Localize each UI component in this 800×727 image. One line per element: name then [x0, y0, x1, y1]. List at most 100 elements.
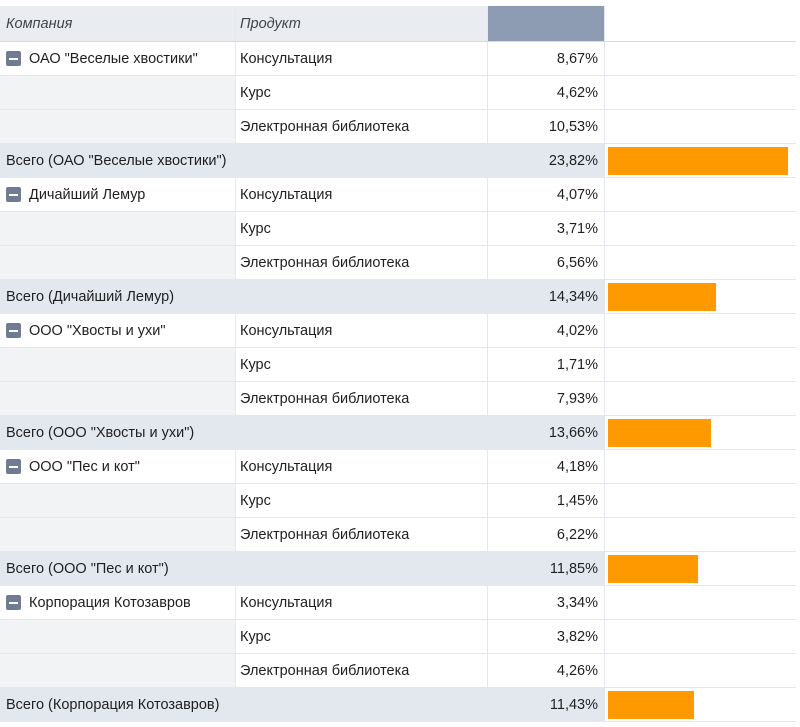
product-label: Электронная библиотека: [240, 254, 410, 271]
total-row: Всего (ООО "Хвосты и ухи") 13,66%: [0, 416, 796, 450]
grid-body: ОАО "Веселые хвостики" Консультация 8,67% К…: [0, 42, 796, 722]
cell-chart: [605, 178, 796, 211]
cell-product: Электронная библиотека: [236, 654, 488, 687]
value-label: 1,45%: [556, 492, 598, 509]
cell-total-value: 13,66%: [488, 416, 605, 449]
cell-total-label: Всего (Дичайший Лемур): [0, 280, 236, 313]
cell-total-empty: [236, 144, 488, 177]
table-row: Электронная библиотека 6,22%: [0, 518, 796, 552]
column-header-company-label: Компания: [6, 15, 73, 32]
cell-total-label: Всего (ООО "Пес и кот"): [0, 552, 236, 585]
cell-total-empty: [236, 552, 488, 585]
cell-total-label: Всего (Корпорация Котозавров): [0, 688, 236, 721]
company-label: Дичайший Лемур: [29, 186, 146, 203]
cell-value: 1,71%: [488, 348, 605, 381]
product-label: Электронная библиотека: [240, 526, 410, 543]
cell-value: 4,02%: [488, 314, 605, 347]
cell-company: [0, 348, 236, 381]
product-label: Курс: [240, 492, 271, 509]
column-header-value[interactable]: [488, 6, 605, 41]
collapse-icon[interactable]: [6, 51, 21, 66]
value-label: 4,07%: [556, 186, 598, 203]
cell-total-value: 11,43%: [488, 688, 605, 721]
collapse-icon[interactable]: [6, 459, 21, 474]
cell-chart: [605, 484, 796, 517]
cell-chart: [605, 212, 796, 245]
cell-product: Консультация: [236, 586, 488, 619]
cell-product: Курс: [236, 620, 488, 653]
total-label: Всего (ООО "Пес и кот"): [6, 560, 169, 577]
company-label: Корпорация Котозавров: [29, 594, 191, 611]
total-label: Всего (ОАО "Веселые хвостики"): [6, 152, 227, 169]
value-label: 8,67%: [556, 50, 598, 67]
cell-total-empty: [236, 416, 488, 449]
total-value: 23,82%: [548, 152, 598, 169]
value-label: 4,62%: [556, 84, 598, 101]
value-label: 3,82%: [556, 628, 598, 645]
cell-company: [0, 110, 236, 143]
table-row: Корпорация Котозавров Консультация 3,34%: [0, 586, 796, 620]
cell-value: 4,62%: [488, 76, 605, 109]
total-row: Всего (Корпорация Котозавров) 11,43%: [0, 688, 796, 722]
value-label: 6,22%: [556, 526, 598, 543]
cell-value: 6,56%: [488, 246, 605, 279]
cell-total-empty: [236, 280, 488, 313]
cell-company: Дичайший Лемур: [0, 178, 236, 211]
table-row: Электронная библиотека 4,26%: [0, 654, 796, 688]
value-label: 3,71%: [556, 220, 598, 237]
cell-company: Корпорация Котозавров: [0, 586, 236, 619]
value-label: 4,26%: [556, 662, 598, 679]
table-row: ООО "Хвосты и ухи" Консультация 4,02%: [0, 314, 796, 348]
company-label: ООО "Пес и кот": [29, 458, 140, 475]
cell-total-chart: [605, 416, 796, 449]
cell-product: Электронная библиотека: [236, 110, 488, 143]
cell-company: ООО "Хвосты и ухи": [0, 314, 236, 347]
header-row: Компания Продукт: [0, 6, 796, 42]
total-bar: [608, 282, 716, 311]
table-row: Курс 4,62%: [0, 76, 796, 110]
cell-company: [0, 518, 236, 551]
value-label: 3,34%: [556, 594, 598, 611]
total-value: 11,43%: [549, 696, 598, 713]
collapse-icon[interactable]: [6, 323, 21, 338]
cell-total-chart: [605, 552, 796, 585]
cell-chart: [605, 110, 796, 143]
total-label: Всего (Дичайший Лемур): [6, 288, 175, 305]
column-header-company[interactable]: Компания: [0, 6, 236, 41]
cell-value: 1,45%: [488, 484, 605, 517]
cell-product: Электронная библиотека: [236, 246, 488, 279]
product-label: Электронная библиотека: [240, 390, 410, 407]
cell-chart: [605, 586, 796, 619]
cell-value: 6,22%: [488, 518, 605, 551]
total-bar: [608, 690, 694, 719]
cell-chart: [605, 42, 796, 75]
cell-total-empty: [236, 688, 488, 721]
total-row: Всего (ОАО "Веселые хвостики") 23,82%: [0, 144, 796, 178]
total-value: 13,66%: [548, 424, 598, 441]
cell-chart: [605, 348, 796, 381]
total-row: Всего (ООО "Пес и кот") 11,85%: [0, 552, 796, 586]
collapse-icon[interactable]: [6, 187, 21, 202]
product-label: Консультация: [240, 186, 333, 203]
product-label: Курс: [240, 356, 271, 373]
value-label: 4,02%: [556, 322, 598, 339]
cell-value: 4,07%: [488, 178, 605, 211]
table-row: ООО "Пес и кот" Консультация 4,18%: [0, 450, 796, 484]
total-value: 14,34%: [548, 288, 598, 305]
cell-total-chart: [605, 144, 796, 177]
cell-product: Электронная библиотека: [236, 518, 488, 551]
cell-company: [0, 382, 236, 415]
product-label: Консультация: [240, 458, 333, 475]
total-bar: [608, 418, 711, 447]
column-header-product[interactable]: Продукт: [236, 6, 488, 41]
table-row: Электронная библиотека 7,93%: [0, 382, 796, 416]
cell-company: [0, 76, 236, 109]
cell-total-label: Всего (ООО "Хвосты и ухи"): [0, 416, 236, 449]
cell-value: 3,82%: [488, 620, 605, 653]
product-label: Курс: [240, 628, 271, 645]
cell-product: Консультация: [236, 450, 488, 483]
total-bar: [608, 146, 788, 175]
collapse-icon[interactable]: [6, 595, 21, 610]
table-row: Курс 3,82%: [0, 620, 796, 654]
table-row: ОАО "Веселые хвостики" Консультация 8,67%: [0, 42, 796, 76]
